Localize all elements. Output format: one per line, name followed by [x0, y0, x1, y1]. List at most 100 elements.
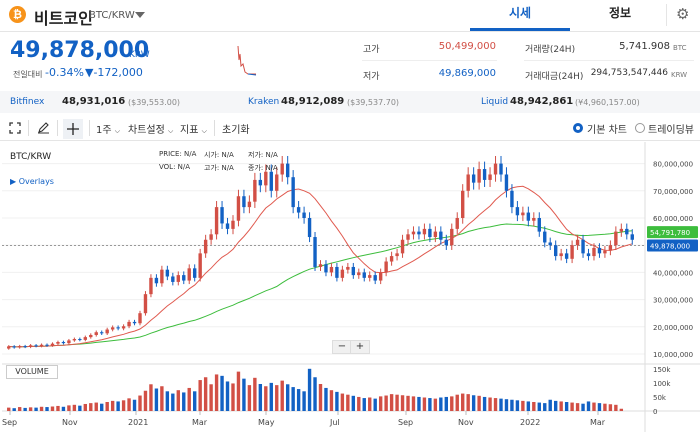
- volume-bar: [182, 392, 186, 411]
- volume-bar: [116, 401, 120, 411]
- indicators-menu[interactable]: 지표 ⌵: [180, 125, 207, 136]
- candle: [23, 346, 27, 348]
- candle: [619, 228, 624, 232]
- basic-chart-radio[interactable]: [573, 123, 583, 133]
- divider: [57, 120, 58, 136]
- crosshair-icon[interactable]: [63, 119, 83, 139]
- exchange-name[interactable]: Bitfinex: [10, 97, 45, 107]
- volume-bar: [110, 400, 115, 411]
- volume-toggle[interactable]: VOLUME: [6, 365, 58, 379]
- volume-bar: [269, 382, 273, 411]
- tab-info[interactable]: 정보: [608, 6, 632, 20]
- candle: [384, 261, 388, 273]
- candle: [193, 268, 197, 278]
- price-readout: PRICE: N/A: [159, 150, 197, 158]
- candle: [203, 239, 208, 254]
- candle: [466, 174, 470, 191]
- volume-bar: [411, 396, 416, 411]
- basic-chart-label[interactable]: 기본 차트: [587, 125, 627, 136]
- y-tick-label: 70,000,000: [653, 188, 693, 196]
- candle: [50, 343, 55, 346]
- volume-bar: [455, 394, 459, 411]
- candle: [335, 266, 339, 278]
- volume-bar: [548, 399, 552, 411]
- candle: [61, 342, 66, 344]
- candle: [543, 231, 547, 243]
- gear-icon[interactable]: ⚙: [676, 5, 690, 23]
- candle: [450, 228, 454, 246]
- volume-bar: [543, 403, 547, 411]
- volume-bar: [493, 398, 498, 411]
- tradingview-radio[interactable]: [635, 123, 645, 133]
- chart-settings-menu[interactable]: 차트설정 ⌵: [128, 125, 174, 136]
- candle: [313, 237, 317, 267]
- volume-tick-label: 150k: [653, 366, 671, 374]
- zoom-in-button[interactable]: +: [350, 340, 370, 354]
- volume-bar: [564, 402, 569, 411]
- exchange-name[interactable]: Liquid: [481, 97, 509, 107]
- volume-bar: [160, 386, 164, 411]
- tab-market[interactable]: 시세: [470, 0, 570, 31]
- y-tick-label: 80,000,000: [653, 161, 693, 169]
- exchange-price: 48,912,089: [281, 96, 345, 107]
- x-tick-label: 2022: [520, 418, 540, 427]
- volume-bar: [280, 380, 284, 411]
- period-select[interactable]: 1주 ⌵: [96, 125, 121, 136]
- candle: [455, 218, 459, 229]
- candle: [34, 345, 38, 347]
- candle: [132, 321, 137, 324]
- change-amount: ▼-172,000: [85, 66, 143, 79]
- candle: [346, 266, 350, 270]
- volume-bar: [318, 384, 323, 411]
- coin-pair: BTC/KRW: [89, 10, 135, 21]
- candle: [553, 245, 558, 257]
- y-tick-label: 60,000,000: [653, 215, 693, 223]
- candle: [307, 218, 312, 238]
- volume-bar: [575, 403, 580, 411]
- volume-tick-label: 100k: [653, 380, 671, 388]
- x-tick-label: Sep: [398, 418, 413, 427]
- low-value: 49,869,000: [438, 68, 496, 79]
- volume-bar: [39, 406, 44, 411]
- volume-bar: [581, 403, 585, 411]
- candle: [482, 169, 487, 180]
- volume-bar: [214, 374, 219, 411]
- candle: [105, 329, 109, 334]
- coin-name[interactable]: 비트코인: [34, 9, 93, 28]
- volume-bar: [12, 408, 16, 411]
- volume-bar: [515, 400, 520, 411]
- volume-bar: [526, 401, 531, 411]
- candle: [121, 326, 126, 329]
- reset-button[interactable]: 초기화: [222, 125, 250, 136]
- candle: [406, 234, 410, 240]
- volume-bar: [236, 371, 241, 411]
- candle: [586, 253, 591, 257]
- tradingview-label[interactable]: 트레이딩뷰: [648, 125, 694, 136]
- volume-bar: [56, 405, 60, 411]
- candle: [39, 344, 44, 347]
- exchange-sub: (¥4,960,157.00): [575, 98, 640, 107]
- chevron-down-icon[interactable]: [135, 12, 145, 18]
- overlays-toggle[interactable]: ▶ Overlays: [10, 177, 54, 186]
- zoom-out-button[interactable]: −: [332, 340, 352, 354]
- mini-sparkline: [237, 45, 257, 76]
- exchange-name[interactable]: Kraken: [248, 97, 280, 107]
- volume-bar: [335, 391, 339, 411]
- candle: [340, 269, 345, 278]
- candle: [198, 253, 202, 278]
- y-tick-label: 40,000,000: [653, 269, 693, 277]
- price-chart[interactable]: 80,000,00070,000,00060,000,00050,000,000…: [0, 142, 700, 432]
- fullscreen-icon[interactable]: [9, 122, 21, 134]
- volume-bar: [296, 389, 301, 411]
- candle: [138, 313, 142, 324]
- volume-bar: [597, 403, 602, 411]
- volume-bar: [570, 402, 574, 411]
- volume-bar: [72, 404, 77, 411]
- volume-bar: [61, 406, 66, 411]
- pencil-icon[interactable]: [37, 121, 50, 134]
- candle: [559, 253, 563, 257]
- volume-bar: [614, 404, 618, 411]
- x-tick-label: Nov: [458, 418, 474, 427]
- candle: [280, 163, 284, 175]
- candle: [225, 223, 230, 229]
